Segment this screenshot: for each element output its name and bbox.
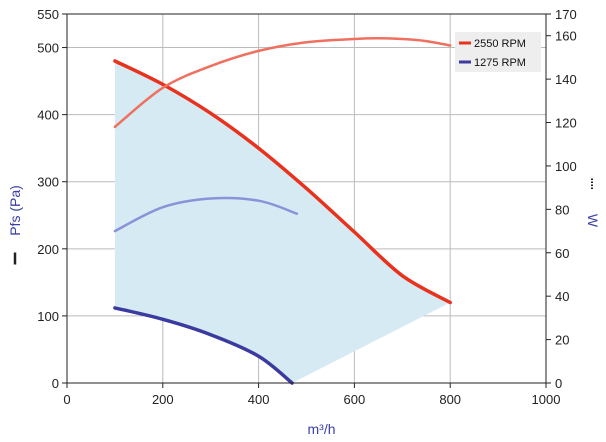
- y-left-tick-label-6: 550: [37, 7, 59, 22]
- y-right-tick-label-7: 140: [555, 72, 577, 87]
- x-axis-title: m³/h: [308, 421, 336, 437]
- operating-area: [115, 61, 450, 383]
- legend-label-1275-rpm: 1275 RPM: [474, 57, 526, 69]
- y-right-ticks: 0 20 40 60 80 100 120 140 160 170: [546, 7, 577, 391]
- x-tick-label-2: 400: [248, 392, 270, 407]
- y-left-axis-title: Pfs (Pa): [7, 185, 23, 236]
- x-tick-label-4: 800: [439, 392, 461, 407]
- x-tick-label-0: 0: [63, 392, 70, 407]
- y-right-tick-label-8: 160: [555, 29, 577, 44]
- y-right-tick-label-6: 120: [555, 116, 577, 131]
- y-left-tick-label-5: 500: [37, 41, 59, 56]
- y-right-tick-label-9: 170: [555, 7, 577, 22]
- y-right-tick-label-5: 100: [555, 159, 577, 174]
- x-ticks: 0 200 400 600 800 1000: [63, 383, 560, 407]
- y-left-tick-label-1: 100: [37, 309, 59, 324]
- y-right-axis-title: W: [585, 214, 601, 228]
- legend: 2550 RPM 1275 RPM: [455, 32, 541, 72]
- y-right-tick-label-4: 80: [555, 202, 569, 217]
- y-left-axis-title-group: Pfs (Pa): [7, 185, 23, 264]
- y-right-tick-label-1: 20: [555, 333, 569, 348]
- y-left-ticks: 0 100 200 300 400 500 550: [37, 7, 67, 391]
- y-left-tick-label-0: 0: [52, 376, 59, 391]
- y-right-tick-label-2: 40: [555, 289, 569, 304]
- x-tick-label-5: 1000: [532, 392, 561, 407]
- y-left-tick-label-4: 400: [37, 108, 59, 123]
- y-left-tick-label-2: 200: [37, 242, 59, 257]
- legend-label-2550-rpm: 2550 RPM: [474, 38, 526, 50]
- x-tick-label-1: 200: [152, 392, 174, 407]
- y-right-tick-label-3: 60: [555, 246, 569, 261]
- y-left-tick-label-3: 300: [37, 175, 59, 190]
- y-right-tick-label-0: 0: [555, 376, 562, 391]
- x-tick-label-3: 600: [344, 392, 366, 407]
- y-right-axis-title-group: W: [585, 179, 601, 228]
